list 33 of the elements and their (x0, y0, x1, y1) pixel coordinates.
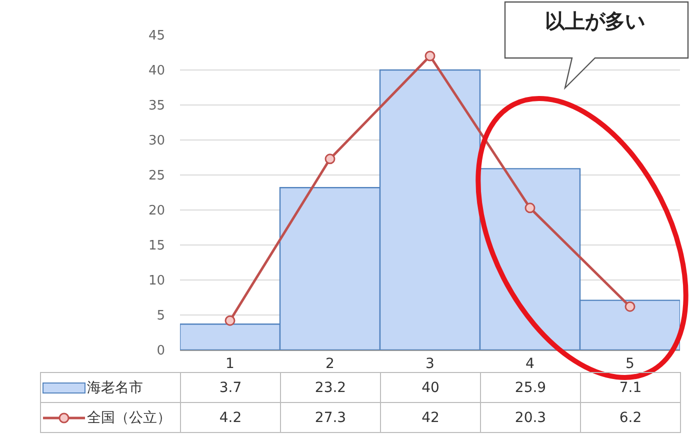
point (424, 50, 436, 62)
data-label: 4.2 (180, 402, 280, 432)
y-tick-label: 20 (148, 204, 165, 219)
point (224, 315, 236, 326)
point (624, 301, 636, 312)
point (324, 154, 336, 164)
x-tick-label: 5 (626, 356, 634, 372)
y-tick-label: 45 (148, 28, 165, 44)
y-tick-label: 5 (156, 308, 165, 324)
legend-label: 海老名市 (87, 380, 143, 396)
x-tick-label: 3 (426, 356, 434, 372)
x-tick-label: 4 (526, 356, 535, 372)
data-label: 3.7 (180, 372, 280, 402)
data-label: 6.2 (580, 402, 680, 432)
y-tick-label: 0 (156, 344, 165, 359)
text: 以上が多い (544, 8, 646, 35)
legend-label: 全国（公立） (87, 410, 171, 426)
x-tick-label: 1 (226, 356, 234, 372)
data-label: 40 (380, 372, 480, 402)
data-label: 7.1 (580, 372, 680, 402)
data-label: 20.3 (480, 402, 580, 432)
point (524, 202, 536, 214)
data-label: 27.3 (280, 402, 380, 432)
y-tick-label: 30 (148, 134, 165, 149)
x-tick-label: 2 (326, 356, 334, 372)
y-tick-label: 10 (148, 274, 165, 289)
y-tick-label: 40 (148, 64, 165, 79)
data-label: 42 (380, 402, 480, 432)
y-tick-label: 25 (148, 168, 165, 184)
data-label: 25.9 (480, 372, 580, 402)
data-label: 23.2 (280, 372, 380, 402)
y-tick-label: 15 (148, 238, 165, 254)
y-tick-label: 35 (148, 98, 165, 114)
